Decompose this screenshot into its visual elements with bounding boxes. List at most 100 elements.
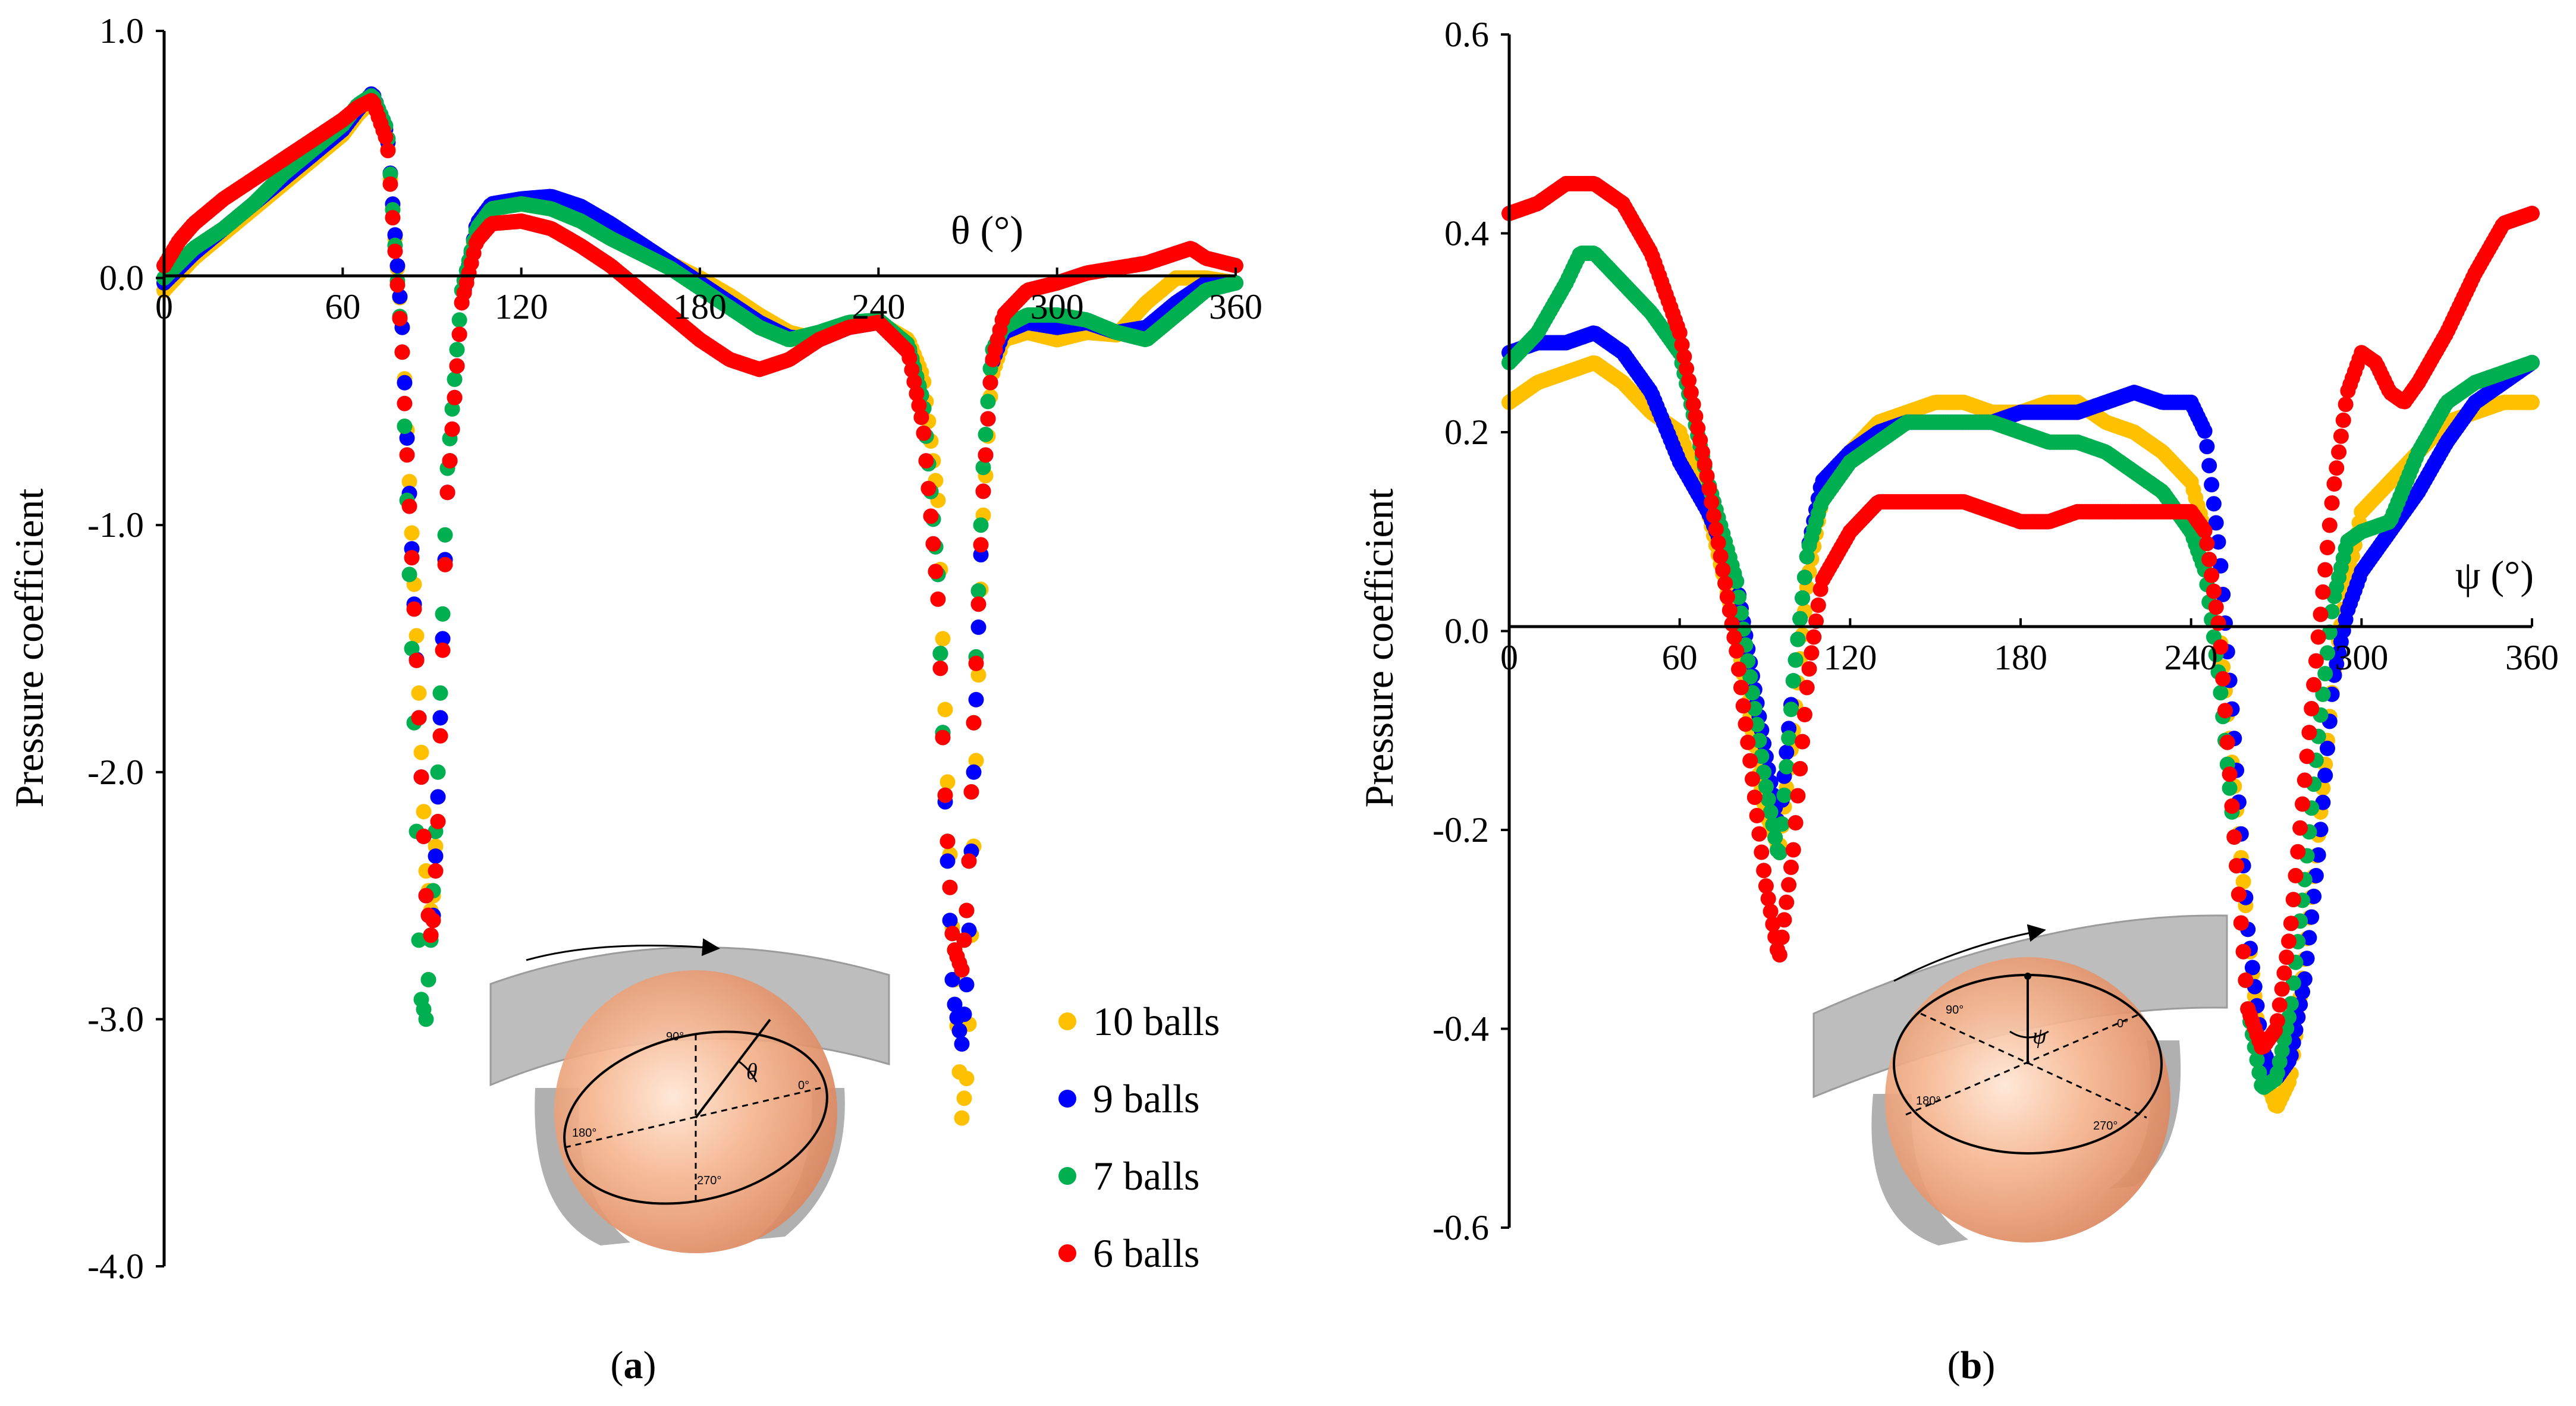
panel-a-point-6-balls xyxy=(397,395,413,411)
panel-b-point-6-balls xyxy=(2331,444,2347,460)
panel-b-x-tick-label: 180 xyxy=(1994,638,2047,677)
panel-b-point-6-balls xyxy=(2321,517,2338,533)
panel-b-point-6-balls xyxy=(2215,671,2231,687)
panel-a-x-tick-label: 360 xyxy=(1209,287,1262,326)
panel-a-point-6-balls xyxy=(435,642,451,658)
panel-a-point-6-balls xyxy=(913,410,929,425)
panel-b-point-7-balls xyxy=(2213,685,2229,701)
panel-a-point-7-balls xyxy=(975,460,991,476)
panel-a-point-10-balls xyxy=(970,667,987,683)
panel-b-point-7-balls xyxy=(1756,765,1772,780)
panel-b-point-7-balls xyxy=(1790,631,1806,647)
panel-b-point-6-balls xyxy=(1715,562,1731,578)
panel-b-point-6-balls xyxy=(1679,361,1695,376)
panel-b-point-6-balls xyxy=(1810,597,1826,613)
panel-b-point-7-balls xyxy=(1783,702,1799,718)
panel-a-y-axis-title: Pressure coefficient xyxy=(7,488,52,807)
panel-a-point-7-balls xyxy=(437,527,453,543)
panel-a-point-6-balls xyxy=(959,902,975,919)
panel-a-point-7-balls xyxy=(432,685,448,701)
panel-b-point-6-balls xyxy=(1740,734,1756,750)
legend-entry-10-balls: 10 balls xyxy=(1058,999,1220,1044)
panel-b-caption: (b) xyxy=(1947,1344,1996,1387)
panel-b-point-6-balls xyxy=(1758,878,1774,894)
panel-a-point-6-balls xyxy=(389,277,406,293)
panel-b-point-10-balls xyxy=(2524,394,2540,410)
panel-b-point-6-balls xyxy=(1751,826,1767,842)
panel-b: 0.6 0.4 0.2 0.0 -0.2 -0.4 -0.6 0 60 120 180 240 300 3… xyxy=(1356,15,2559,1387)
legend-marker-6-balls xyxy=(1058,1244,1076,1262)
panel-b-point-9-balls xyxy=(2199,439,2215,455)
panel-a-data-points xyxy=(156,86,1243,1126)
panel-a-point-6-balls xyxy=(982,375,998,391)
panel-a-series-7-balls xyxy=(156,88,1243,1027)
panel-a-x-tick-label: 180 xyxy=(673,287,727,326)
panel-a-point-9-balls xyxy=(951,1023,967,1039)
panel-b-point-7-balls xyxy=(1788,652,1804,668)
panel-b-point-6-balls xyxy=(1692,432,1708,448)
panel-b-point-6-balls xyxy=(2290,844,2306,860)
panel-b-point-6-balls xyxy=(2524,206,2540,221)
legend-label-6-balls: 6 balls xyxy=(1093,1231,1199,1276)
panel-a-point-9-balls xyxy=(956,1006,972,1023)
panel-b-point-6-balls xyxy=(2320,540,2335,555)
panel-b-y-tick-label: 0.2 xyxy=(1444,413,1489,452)
panel-a-point-7-balls xyxy=(980,394,996,410)
panel-a-point-6-balls xyxy=(378,129,394,145)
panel-b-point-6-balls xyxy=(1690,420,1706,436)
panel-a-point-6-balls xyxy=(409,652,425,668)
panel-a-point-6-balls xyxy=(911,398,927,413)
panel-a-point-6-balls xyxy=(963,784,979,800)
panel-b-point-6-balls xyxy=(1676,348,1692,364)
panel-b-point-6-balls xyxy=(2206,583,2222,599)
panel-b-point-6-balls xyxy=(1781,877,1797,893)
panel-b-point-9-balls xyxy=(2197,423,2213,439)
panel-b-diagram-symbol: ψ xyxy=(2032,1024,2047,1049)
panel-b-point-6-balls xyxy=(2283,916,2299,932)
panel-b-point-6-balls xyxy=(1754,844,1770,860)
panel-b-y-tick-label: -0.2 xyxy=(1432,810,1489,850)
panel-a-point-6-balls xyxy=(966,715,982,731)
panel-a-point-6-balls xyxy=(956,932,972,948)
panel-a-point-6-balls xyxy=(404,550,420,566)
panel-b-point-6-balls xyxy=(2272,997,2288,1013)
panel-a-point-6-balls xyxy=(904,362,920,378)
panel-b-diagram-label-90: 90° xyxy=(1946,1004,1964,1017)
panel-a-caption: (a) xyxy=(611,1344,656,1387)
panel-b-x-tick-label: 60 xyxy=(1662,638,1698,677)
panel-a-point-6-balls xyxy=(387,243,403,259)
panel-b-point-6-balls xyxy=(1804,645,1820,661)
panel-b-point-6-balls xyxy=(2326,476,2342,492)
panel-b-point-6-balls xyxy=(1717,575,1733,592)
panel-a-point-6-balls xyxy=(406,601,422,617)
legend-entry-9-balls: 9 balls xyxy=(1058,1076,1199,1121)
panel-a-point-6-balls xyxy=(425,913,441,929)
panel-b-point-6-balls xyxy=(2276,965,2292,981)
panel-a-ticks: 1.0 0.0 -1.0 -2.0 -3.0 -4.0 0 60 120 180 240 300 360 xyxy=(87,11,1262,1286)
panel-b-point-9-balls xyxy=(2320,740,2335,756)
panel-a-x-tick-label: 60 xyxy=(325,287,360,326)
panel-b-point-6-balls xyxy=(1746,790,1763,806)
panel-b-point-7-balls xyxy=(2315,686,2331,702)
panel-a-point-6-balls xyxy=(942,879,958,895)
panel-b-point-6-balls xyxy=(2313,606,2329,622)
panel-b-bearing-diagram: 90° 180° 270° 0° ψ xyxy=(1812,914,2228,1245)
panel-b-point-6-balls xyxy=(1683,385,1699,401)
panel-a-point-6-balls xyxy=(970,596,987,612)
panel-b-point-6-balls xyxy=(2204,567,2220,583)
panel-a-point-6-balls xyxy=(447,389,463,405)
panel-a-series-9-balls xyxy=(156,86,1243,1052)
panel-b-point-6-balls xyxy=(2299,748,2315,765)
panel-b-point-6-balls xyxy=(1808,613,1824,629)
panel-b-point-10-balls xyxy=(2235,874,2251,889)
panel-b-point-6-balls xyxy=(2210,615,2226,631)
panel-a-x-tick-label: 120 xyxy=(495,287,548,326)
legend-entry-6-balls: 6 balls xyxy=(1058,1231,1199,1276)
panel-a-point-6-balls xyxy=(451,326,467,342)
panel-a-point-6-balls xyxy=(909,386,925,402)
panel-b-x-tick-label: 120 xyxy=(1823,638,1877,677)
panel-a-point-6-balls xyxy=(973,537,989,553)
panel-a-point-6-balls xyxy=(437,556,453,573)
panel-a-point-10-balls xyxy=(956,1090,972,1106)
panel-a-point-9-balls xyxy=(959,977,975,993)
